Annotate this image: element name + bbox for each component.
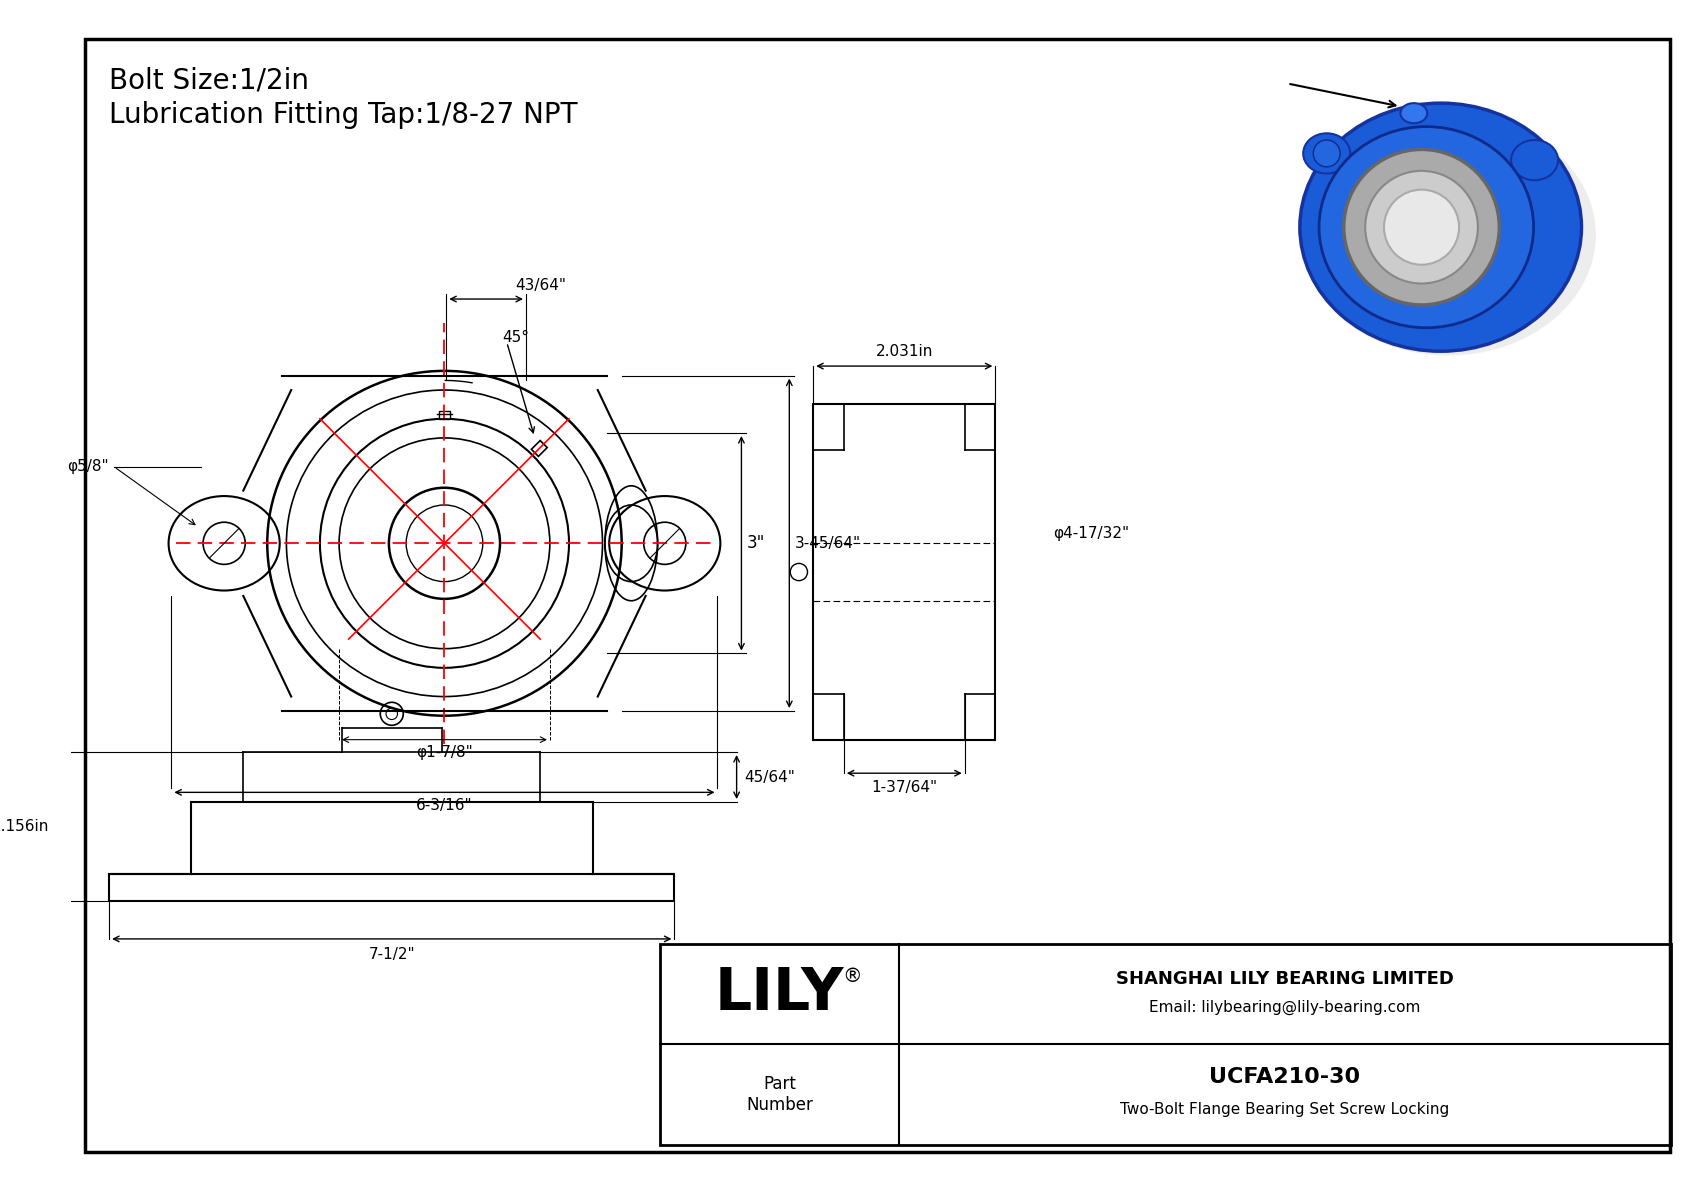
Text: 1-37/64": 1-37/64" (871, 780, 938, 794)
Text: 3-45/64": 3-45/64" (795, 536, 861, 550)
Ellipse shape (1300, 104, 1581, 351)
Text: Email: lilybearing@lily-bearing.com: Email: lilybearing@lily-bearing.com (1150, 999, 1421, 1015)
Circle shape (1344, 149, 1499, 305)
Text: SHANGHAI LILY BEARING LIMITED: SHANGHAI LILY BEARING LIMITED (1116, 969, 1453, 987)
Bar (109, 874, 674, 900)
Text: 43/64": 43/64" (515, 279, 566, 293)
Ellipse shape (1300, 114, 1596, 356)
Text: φ1-7/8": φ1-7/8" (416, 746, 473, 760)
Text: 2.156in: 2.156in (0, 819, 49, 834)
Ellipse shape (1511, 141, 1558, 180)
Text: Two-Bolt Flange Bearing Set Screw Locking: Two-Bolt Flange Bearing Set Screw Lockin… (1120, 1103, 1450, 1117)
Bar (813, 405, 995, 740)
Ellipse shape (1303, 133, 1351, 174)
Text: Lubrication Fitting Tap:1/8-27 NPT: Lubrication Fitting Tap:1/8-27 NPT (109, 101, 578, 129)
Text: UCFA210-30: UCFA210-30 (1209, 1067, 1361, 1087)
Text: Part
Number: Part Number (746, 1075, 813, 1114)
Polygon shape (532, 441, 547, 456)
Circle shape (1366, 170, 1479, 283)
Text: 2.031in: 2.031in (876, 344, 933, 360)
Text: Bolt Size:1/2in: Bolt Size:1/2in (109, 67, 310, 94)
Text: 45/64": 45/64" (744, 769, 795, 785)
Text: φ4-17/32": φ4-17/32" (1052, 526, 1128, 541)
Bar (660, 943, 1671, 1145)
Text: 45°: 45° (502, 330, 529, 345)
Ellipse shape (1319, 126, 1534, 328)
Text: 7-1/2": 7-1/2" (369, 947, 414, 961)
Text: φ5/8": φ5/8" (67, 460, 109, 474)
Circle shape (1314, 141, 1340, 167)
Ellipse shape (1401, 104, 1428, 123)
Text: ®: ® (842, 967, 862, 986)
Text: 6-3/16": 6-3/16" (416, 798, 473, 813)
Text: LILY: LILY (716, 966, 844, 1023)
Circle shape (1384, 189, 1458, 264)
Bar (440, 411, 450, 419)
Text: 3": 3" (748, 535, 766, 553)
